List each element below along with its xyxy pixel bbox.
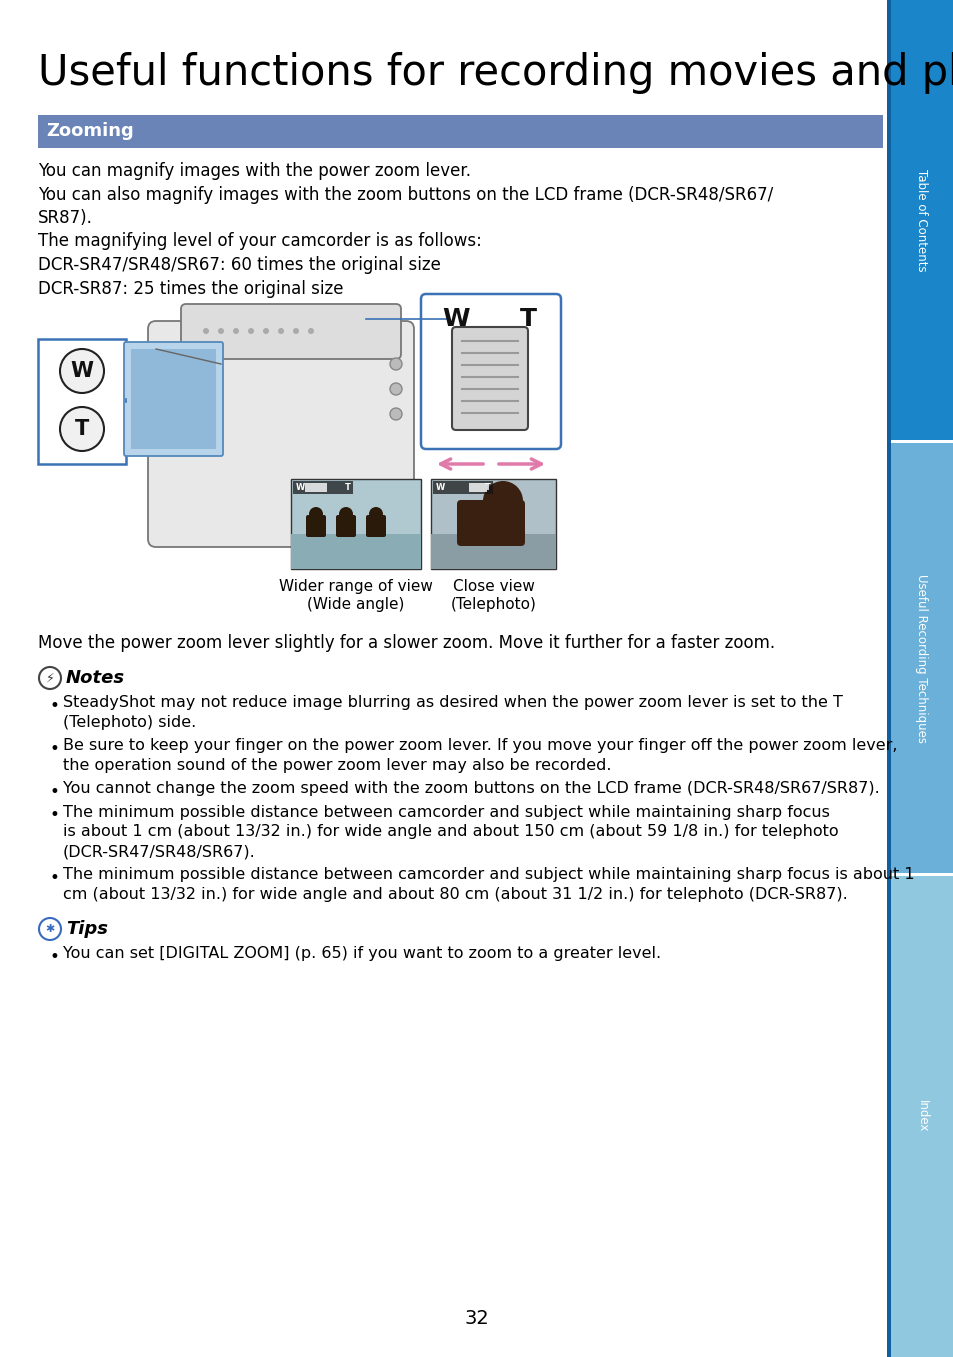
Circle shape [277, 328, 284, 334]
Text: Useful Recording Techniques: Useful Recording Techniques [915, 574, 927, 742]
Circle shape [203, 328, 209, 334]
Text: Wider range of view: Wider range of view [279, 579, 433, 594]
Text: •: • [50, 949, 60, 966]
Text: The magnifying level of your camcorder is as follows:: The magnifying level of your camcorder i… [38, 232, 481, 250]
FancyBboxPatch shape [420, 294, 560, 449]
Circle shape [309, 508, 323, 521]
Bar [433, 480, 493, 494]
FancyBboxPatch shape [131, 349, 215, 449]
Circle shape [369, 508, 382, 521]
Text: Useful functions for recording movies and photos: Useful functions for recording movies an… [38, 52, 953, 94]
Text: •: • [50, 868, 60, 887]
FancyBboxPatch shape [452, 327, 527, 430]
Circle shape [293, 328, 298, 334]
Text: DCR-SR47/SR48/SR67: 60 times the original size: DCR-SR47/SR48/SR67: 60 times the origina… [38, 256, 440, 274]
Bar [431, 479, 556, 569]
Text: T: T [484, 483, 491, 491]
Text: SteadyShot may not reduce image blurring as desired when the power zoom lever is: SteadyShot may not reduce image blurring… [63, 695, 842, 730]
Circle shape [263, 328, 269, 334]
Circle shape [308, 328, 314, 334]
Text: The minimum possible distance between camcorder and subject while maintaining sh: The minimum possible distance between ca… [63, 867, 914, 902]
Text: W: W [71, 361, 93, 381]
Bar [305, 483, 327, 493]
FancyBboxPatch shape [456, 499, 524, 546]
Text: Close view: Close view [452, 579, 534, 594]
FancyBboxPatch shape [366, 516, 386, 537]
Text: (Telephoto): (Telephoto) [450, 597, 536, 612]
Bar [431, 535, 556, 569]
Text: You can set [DIGITAL ZOOM] (p. 65) if you want to zoom to a greater level.: You can set [DIGITAL ZOOM] (p. 65) if yo… [63, 946, 660, 961]
FancyBboxPatch shape [148, 322, 414, 547]
FancyBboxPatch shape [124, 342, 223, 456]
FancyBboxPatch shape [335, 516, 355, 537]
Text: Table of Contents: Table of Contents [915, 168, 927, 271]
Circle shape [390, 358, 401, 370]
Text: •: • [50, 697, 60, 715]
Circle shape [390, 383, 401, 395]
Bar [886, 0, 890, 1357]
Text: Move the power zoom lever slightly for a slower zoom. Move it further for a fast: Move the power zoom lever slightly for a… [38, 634, 774, 651]
FancyBboxPatch shape [306, 516, 326, 537]
Text: Tips: Tips [66, 920, 108, 938]
Circle shape [60, 407, 104, 451]
Text: ⚡: ⚡ [46, 672, 54, 684]
Text: •: • [50, 783, 60, 801]
Text: •: • [50, 806, 60, 825]
Text: W: W [295, 483, 305, 491]
Text: W: W [442, 307, 469, 331]
Text: (Wide angle): (Wide angle) [307, 597, 404, 612]
FancyBboxPatch shape [38, 339, 126, 464]
Bar [469, 483, 486, 493]
Circle shape [218, 328, 224, 334]
Circle shape [390, 408, 401, 421]
Circle shape [248, 328, 253, 334]
Bar [293, 480, 353, 494]
Circle shape [60, 349, 104, 394]
Circle shape [233, 328, 239, 334]
Text: You can also magnify images with the zoom buttons on the LCD frame (DCR-SR48/SR6: You can also magnify images with the zoo… [38, 186, 773, 227]
Circle shape [482, 480, 522, 521]
Bar [38, 115, 882, 148]
Text: The minimum possible distance between camcorder and subject while maintaining sh: The minimum possible distance between ca… [63, 805, 838, 859]
Text: •: • [50, 740, 60, 759]
Circle shape [338, 508, 353, 521]
Text: Notes: Notes [66, 669, 125, 687]
FancyBboxPatch shape [181, 304, 400, 360]
Bar [889, 877, 953, 1357]
Bar [291, 535, 420, 569]
Text: DCR-SR87: 25 times the original size: DCR-SR87: 25 times the original size [38, 280, 343, 299]
Bar [291, 479, 420, 569]
Bar [889, 0, 953, 440]
Text: T: T [519, 307, 536, 331]
Bar [889, 442, 953, 873]
Text: 32: 32 [464, 1308, 489, 1327]
Text: ✱: ✱ [45, 924, 54, 934]
Text: Be sure to keep your finger on the power zoom lever. If you move your finger off: Be sure to keep your finger on the power… [63, 738, 897, 772]
Text: W: W [436, 483, 445, 491]
Text: You can magnify images with the power zoom lever.: You can magnify images with the power zo… [38, 161, 471, 180]
Text: T: T [74, 419, 89, 440]
Text: T: T [345, 483, 351, 491]
Text: Index: Index [915, 1101, 927, 1133]
Text: You cannot change the zoom speed with the zoom buttons on the LCD frame (DCR-SR4: You cannot change the zoom speed with th… [63, 782, 879, 797]
Text: Zooming: Zooming [46, 122, 133, 141]
